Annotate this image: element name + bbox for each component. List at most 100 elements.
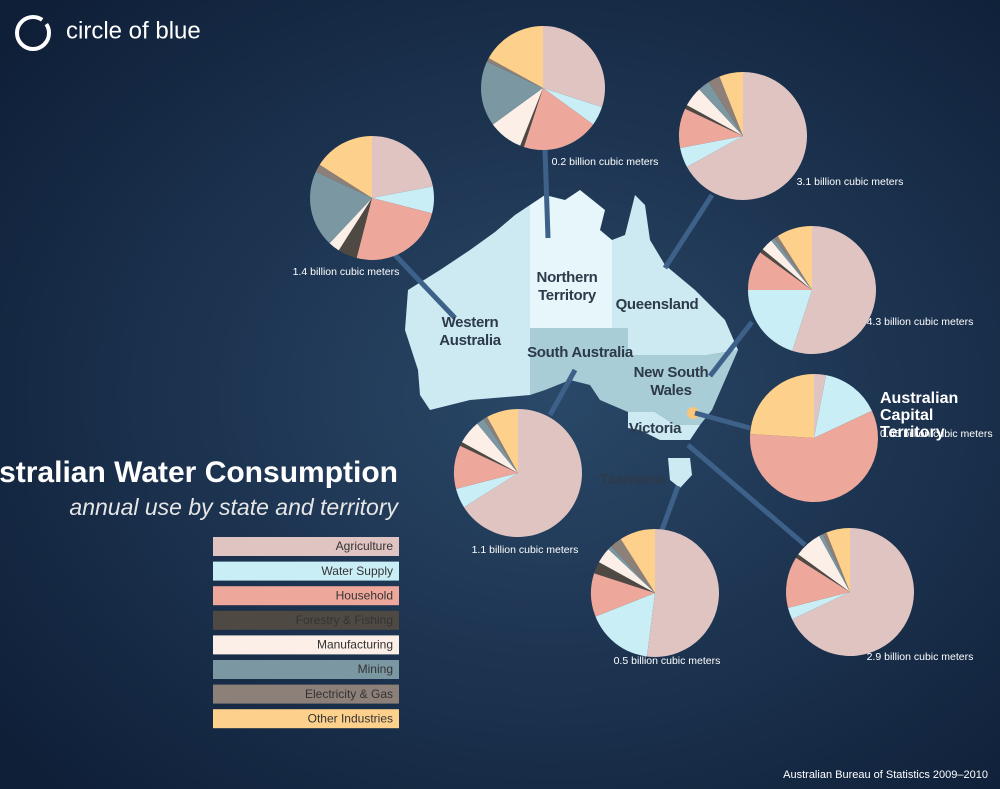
state-shape <box>668 458 692 488</box>
pie-slice <box>463 409 582 537</box>
region-name: South Australia <box>527 344 633 361</box>
pie-slice <box>788 592 850 620</box>
pie-slice <box>329 198 372 251</box>
pie-label: 2.9 billion cubic meters <box>867 651 974 663</box>
region-name: Western Australia <box>439 314 501 349</box>
legend-swatch <box>213 586 399 606</box>
pie-label: 3.1 billion cubic meters <box>797 176 904 188</box>
leader-line <box>686 443 807 547</box>
pie-slice <box>488 26 543 88</box>
pie-slice <box>792 226 876 354</box>
title: Australian Water Consumption <box>0 456 398 489</box>
pie-slice <box>792 528 914 656</box>
pie-slice <box>372 136 433 198</box>
pie-slice <box>591 573 655 617</box>
pie-slice <box>646 529 719 657</box>
legend-swatch <box>213 684 399 704</box>
pie-slice <box>795 554 850 592</box>
pie-label: 1.4 billion cubic meters <box>293 266 400 278</box>
legend-label: Water Supply <box>321 564 393 578</box>
source: Australian Bureau of Statistics 2009–201… <box>783 769 988 781</box>
legend-swatch <box>213 709 399 729</box>
legend-swatch <box>213 537 399 556</box>
pie-label: 1.1 billion cubic meters <box>472 544 579 556</box>
pie-slice <box>814 374 826 438</box>
leader-line <box>542 149 551 239</box>
pie-slice <box>523 88 594 150</box>
pie-slice <box>748 252 812 290</box>
pie-slice <box>477 418 518 473</box>
pie-slice <box>372 186 434 214</box>
region-name: Tasmania <box>600 471 666 488</box>
pie-slice <box>611 538 655 593</box>
state-shape <box>530 328 628 412</box>
legend-label: Agriculture <box>336 539 394 553</box>
logo-mark <box>15 15 51 51</box>
region-name: Queensland <box>615 296 699 313</box>
region-name: Northern Territory <box>536 269 598 304</box>
pie-slice <box>826 528 850 592</box>
legend-swatch <box>213 561 399 581</box>
act-dot <box>687 407 699 419</box>
pie-slice <box>786 557 850 608</box>
legend-swatch <box>213 635 399 655</box>
leader-line <box>393 253 457 320</box>
pie-label: 4.3 billion cubic meters <box>867 316 974 328</box>
pie-slice <box>699 81 743 136</box>
subtitle: annual use by state and territory <box>69 494 399 520</box>
pie <box>750 374 878 502</box>
pie-slice <box>456 473 518 508</box>
pie-slice <box>750 374 814 438</box>
pie-slice <box>814 375 872 438</box>
leader-line <box>708 320 754 378</box>
pie-slice <box>771 238 812 290</box>
legend-label: Electricity & Gas <box>305 687 393 701</box>
pie-slice <box>319 136 372 198</box>
legend-label: Household <box>336 588 393 602</box>
pie-slice <box>719 72 743 136</box>
pie <box>453 409 582 537</box>
pie-slice <box>685 105 743 136</box>
pie-slice <box>520 88 543 147</box>
pie-slice <box>708 76 743 136</box>
pie-slice <box>750 410 878 502</box>
leader-line <box>547 368 578 417</box>
pie-slice <box>598 549 655 593</box>
pie <box>786 528 914 656</box>
pie-slice <box>678 108 743 148</box>
pie-slice <box>595 593 655 657</box>
state-shape <box>530 190 612 328</box>
pie <box>591 529 719 657</box>
pie-slice <box>774 235 812 290</box>
pie-slice <box>453 445 518 489</box>
pie-slice <box>798 535 850 592</box>
pie-slice <box>483 416 518 473</box>
pie-slice <box>620 529 655 593</box>
legend-label: Manufacturing <box>317 638 393 652</box>
pie-slice <box>680 136 743 167</box>
pie-slice <box>461 423 518 473</box>
pie-slice <box>486 58 543 88</box>
leader-line <box>662 193 715 270</box>
pie-slice <box>460 442 518 473</box>
state-shape <box>628 350 738 425</box>
region-name: Australian Capital Territory <box>880 390 959 441</box>
state-shape <box>612 195 738 355</box>
region-name: New South Wales <box>633 364 709 399</box>
pie-label: 0.2 billion cubic meters <box>552 156 659 168</box>
pie-slice <box>315 164 372 198</box>
legend-swatch <box>213 610 399 630</box>
pie-label: 0.05 billion cubic meters <box>880 428 993 440</box>
logo-text: circle of blue <box>66 17 201 44</box>
pie-slice <box>777 226 812 290</box>
pie-slice <box>822 532 850 592</box>
pie-slice <box>492 88 543 146</box>
legend-swatch <box>213 660 399 679</box>
pie <box>310 136 434 260</box>
leader-line <box>694 410 751 431</box>
pie <box>678 72 807 200</box>
pie <box>481 26 605 150</box>
pie-slice <box>608 546 655 593</box>
pie-slice <box>356 198 433 260</box>
